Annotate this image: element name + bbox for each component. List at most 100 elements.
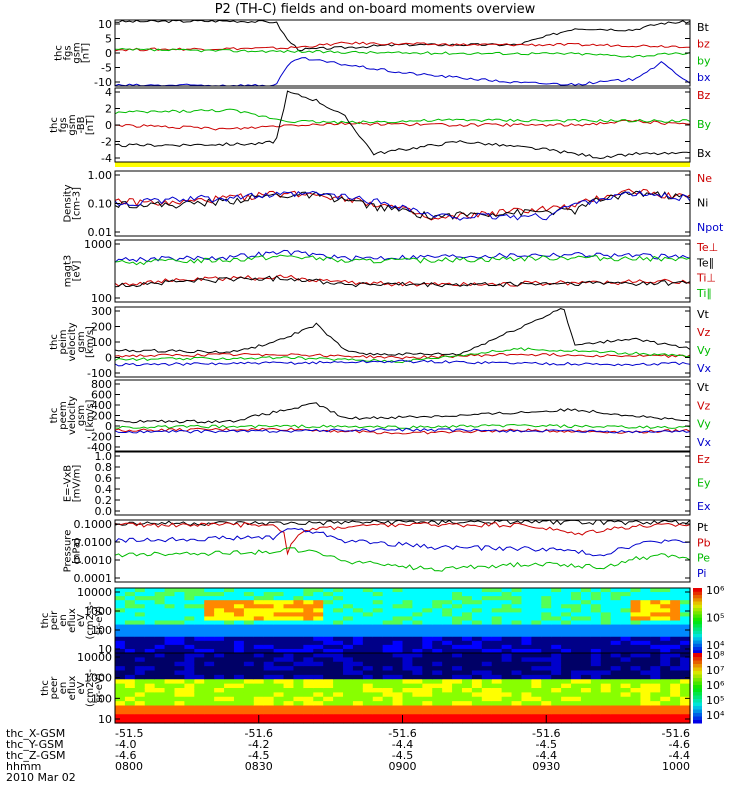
heatmap-cell	[481, 683, 493, 689]
heatmap-cell	[124, 714, 136, 720]
y-axis-label-line: (cm2-s-	[85, 669, 96, 707]
heatmap-cell	[511, 709, 523, 715]
heatmap-cell	[303, 636, 314, 642]
heatmap-cell	[243, 588, 255, 593]
heatmap-cell	[194, 683, 205, 689]
heatmap-cell	[214, 588, 225, 593]
heatmap-cell	[561, 657, 572, 663]
heatmap-cell	[620, 679, 632, 685]
heatmap-cell	[491, 696, 503, 702]
heatmap-cell	[561, 596, 572, 601]
heatmap-cell	[610, 692, 622, 698]
date-label: 2010 Mar 02	[6, 771, 76, 784]
heatmap-cell	[214, 608, 225, 613]
heatmap-cell	[263, 666, 275, 672]
heatmap-cell	[630, 670, 642, 676]
series-line-Vt	[114, 402, 691, 424]
heatmap-cell	[372, 628, 384, 634]
heatmap-cell	[600, 612, 612, 618]
y-axis-label-line: (cm2-s-	[85, 601, 96, 639]
heatmap-cell	[481, 616, 493, 622]
heatmap-cell	[461, 604, 473, 609]
heatmap-cell	[352, 666, 364, 672]
legend-entry-Pi: Pi	[697, 567, 706, 580]
series-line-Vx	[114, 359, 691, 367]
heatmap-cell	[680, 624, 691, 630]
heatmap-cell	[154, 604, 166, 609]
heatmap-cell	[491, 705, 503, 711]
heatmap-cell	[471, 653, 483, 658]
heatmap-cell	[372, 683, 384, 689]
heatmap-cell	[491, 628, 503, 634]
heatmap-cell	[174, 683, 185, 689]
heatmap-cell	[501, 701, 513, 707]
heatmap-cell	[531, 679, 542, 685]
y-tick-label: 800	[91, 378, 112, 391]
heatmap-cell	[452, 588, 463, 593]
heatmap-cell	[144, 674, 156, 680]
heatmap-cell	[461, 588, 473, 593]
heatmap-cell	[432, 688, 443, 693]
heatmap-cell	[630, 709, 642, 715]
heatmap-cell	[521, 709, 532, 715]
heatmap-cell	[590, 692, 602, 698]
heatmap-cell	[382, 657, 394, 663]
y-tick-label: 1000	[84, 672, 112, 685]
heatmap-cell	[352, 588, 364, 593]
heatmap-cell	[224, 670, 235, 676]
heatmap-cell	[372, 661, 384, 667]
heatmap-cell	[402, 701, 414, 707]
heatmap-cell	[452, 688, 463, 693]
heatmap-cell	[511, 600, 523, 605]
heatmap-cell	[154, 588, 166, 593]
heatmap-cell	[174, 661, 185, 667]
heatmap-cell	[184, 616, 195, 622]
heatmap-cell	[511, 692, 523, 698]
heatmap-cell	[630, 679, 642, 685]
heatmap-cell	[452, 636, 463, 642]
heatmap-cell	[541, 648, 552, 654]
heatmap-cell	[224, 661, 235, 667]
heatmap-cell	[313, 653, 324, 658]
heatmap-cell	[144, 636, 156, 642]
heatmap-cell	[551, 628, 562, 634]
time-axis-row-label: hhmm	[6, 760, 41, 773]
heatmap-cell	[442, 608, 453, 613]
heatmap-cell	[382, 701, 394, 707]
heatmap-cell	[412, 648, 423, 654]
heatmap-cell	[481, 718, 493, 724]
heatmap-cell	[402, 632, 414, 638]
heatmap-cell	[511, 604, 523, 609]
heatmap-cell	[471, 644, 483, 650]
heatmap-cell	[491, 616, 503, 622]
heatmap-cell	[313, 701, 324, 707]
heatmap-cell	[233, 679, 245, 685]
heatmap-cell	[154, 714, 166, 720]
heatmap-cell	[491, 674, 503, 680]
heatmap-cell	[422, 588, 433, 593]
heatmap-cell	[333, 692, 344, 698]
heatmap-cell	[471, 628, 483, 634]
heatmap-cell	[620, 714, 632, 720]
colorbar-step	[693, 607, 702, 612]
heatmap-cell	[680, 709, 691, 715]
heatmap-cell	[115, 657, 126, 663]
heatmap-cell	[174, 701, 185, 707]
heatmap-cell	[194, 670, 205, 676]
heatmap-cell	[511, 718, 523, 724]
heatmap-cell	[164, 624, 176, 630]
heatmap-cell	[362, 657, 374, 663]
heatmap-cell	[382, 661, 394, 667]
heatmap-cell	[392, 588, 404, 593]
heatmap-cell	[531, 714, 542, 720]
heatmap-cell	[590, 632, 602, 638]
heatmap-cell	[680, 661, 691, 667]
heatmap-cell	[333, 674, 344, 680]
heatmap-cell	[471, 683, 483, 689]
heatmap-cell	[184, 620, 195, 626]
heatmap-cell	[204, 709, 215, 715]
heatmap-cell	[561, 683, 572, 689]
heatmap-cell	[630, 661, 642, 667]
heatmap-cell	[352, 714, 364, 720]
heatmap-cell	[561, 640, 572, 646]
